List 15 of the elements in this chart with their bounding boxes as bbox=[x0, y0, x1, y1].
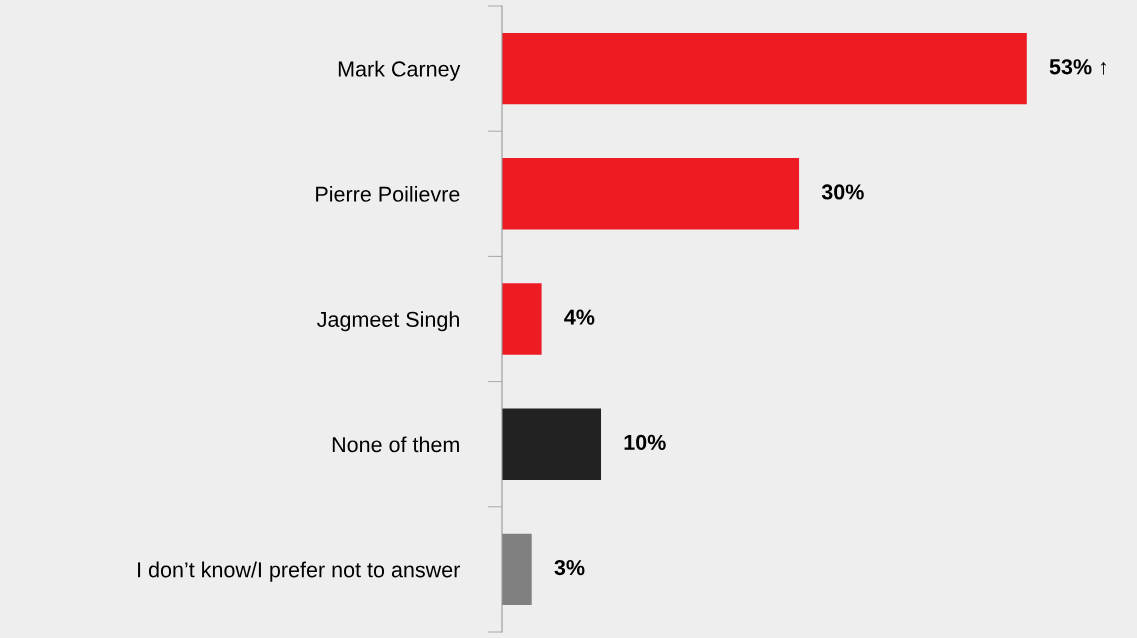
y-tick-label: Jagmeet Singh bbox=[317, 311, 459, 332]
data-label: 10% bbox=[624, 434, 666, 450]
data-label: 30% bbox=[821, 184, 864, 200]
y-tick-label: I don’t know/I prefer not to answer bbox=[138, 561, 460, 582]
y-tick-label: None of them bbox=[332, 436, 459, 453]
y-tick-label: Pierre Poilievre bbox=[316, 186, 460, 202]
bar bbox=[502, 32, 1027, 105]
bar bbox=[502, 283, 542, 355]
data-label: 53% ↑ bbox=[1049, 59, 1106, 75]
y-tick-label: Mark Carney bbox=[338, 60, 461, 81]
data-label: 3% bbox=[554, 559, 585, 576]
bar bbox=[502, 408, 602, 480]
data-label: 4% bbox=[564, 309, 595, 325]
bar bbox=[502, 158, 800, 230]
bar bbox=[502, 533, 532, 606]
